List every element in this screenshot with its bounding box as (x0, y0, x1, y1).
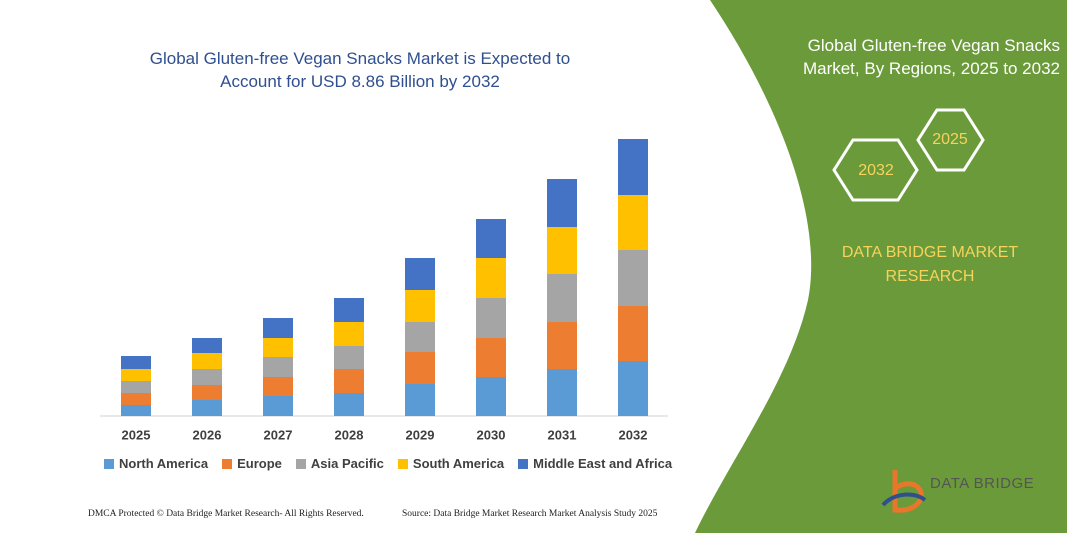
logo-text: DATA BRIDGE (930, 475, 1035, 492)
bar-segment (405, 384, 435, 416)
bar-segment (334, 346, 364, 369)
legend-swatch (518, 458, 529, 469)
bar-segment (192, 385, 222, 400)
x-tick-label: 2027 (264, 427, 293, 442)
x-tick-label: 2031 (548, 427, 577, 442)
legend-item: Middle East and Africa (518, 456, 672, 471)
dmca: DMCA Protected © Data Bridge Market Rese… (88, 509, 364, 519)
x-tick-label: 2030 (477, 427, 506, 442)
x-tick-label: 2025 (122, 427, 151, 442)
bar-segment (121, 393, 151, 405)
bar-segment (476, 298, 506, 338)
hexagon (832, 138, 919, 202)
bar-segment (192, 400, 222, 416)
bar-segment (476, 258, 506, 298)
legend-item: South America (397, 456, 505, 471)
chart-title: Global Gluten-free Vegan Snacks Market i… (149, 49, 571, 91)
x-tick-label: 2028 (335, 427, 364, 442)
bar-segment (121, 369, 151, 381)
hex-label: 2032 (858, 162, 894, 179)
bar-segment (263, 357, 293, 377)
bar-segment (476, 219, 506, 258)
bar-segment (405, 352, 435, 384)
legend-label: North America (119, 456, 209, 471)
side-panel (695, 0, 1067, 533)
bar-segment (476, 338, 506, 377)
bar-segment (192, 338, 222, 353)
legend-item: Europe (222, 456, 282, 471)
legend-label: South America (412, 456, 505, 471)
bar-segment (192, 353, 222, 369)
bar-segment (263, 338, 293, 357)
panel-title: Global Gluten-free Vegan Snacks Market, … (802, 36, 1060, 78)
bar-segment (405, 290, 435, 322)
bar-segment (334, 322, 364, 346)
legend-label: Asia Pacific (310, 456, 384, 471)
legend-swatch (295, 458, 306, 469)
bar-segment (121, 381, 151, 393)
x-tick-label: 2032 (619, 427, 648, 442)
bar-segment (476, 377, 506, 416)
x-tick-label: 2026 (193, 427, 222, 442)
bar-segment (547, 274, 577, 322)
bar-segment (263, 377, 293, 396)
bar-segment (405, 322, 435, 352)
logo-icon (881, 492, 927, 507)
hex-label: 2025 (932, 131, 968, 148)
bar-segment (618, 361, 648, 416)
bar-segment (121, 356, 151, 369)
legend-item: Asia Pacific (295, 456, 384, 471)
bar-segment (547, 322, 577, 369)
bar-segment (618, 306, 648, 361)
legend-label: Middle East and Africa (533, 456, 673, 471)
bar-segment (263, 396, 293, 416)
bar-segment (121, 405, 151, 416)
legend-swatch (397, 458, 408, 469)
legend: North America Europe Asia Pacific South Ame… (104, 456, 672, 471)
bar-segment (334, 298, 364, 322)
bar-segment (618, 139, 648, 195)
logo-icon (892, 470, 924, 513)
bar-segment (263, 318, 293, 338)
bar-segment (618, 195, 648, 250)
brand: DATA BRIDGE MARKET RESEARCH (841, 244, 1019, 285)
legend-swatch (222, 458, 233, 469)
bar-segment (547, 369, 577, 416)
legend-item: North America (104, 456, 208, 471)
bar-segment (334, 369, 364, 393)
bar-segment (192, 369, 222, 385)
bar-segment (405, 258, 435, 290)
bar-segment (547, 227, 577, 274)
legend-label: Europe (237, 456, 282, 471)
bar-segment (334, 393, 364, 416)
bar-segment (547, 179, 577, 227)
source: Source: Data Bridge Market Research Mark… (402, 509, 658, 519)
legend-swatch (104, 458, 114, 469)
bar-segment (618, 250, 648, 306)
x-tick-label: 2029 (406, 427, 435, 442)
hexagon (916, 108, 985, 172)
